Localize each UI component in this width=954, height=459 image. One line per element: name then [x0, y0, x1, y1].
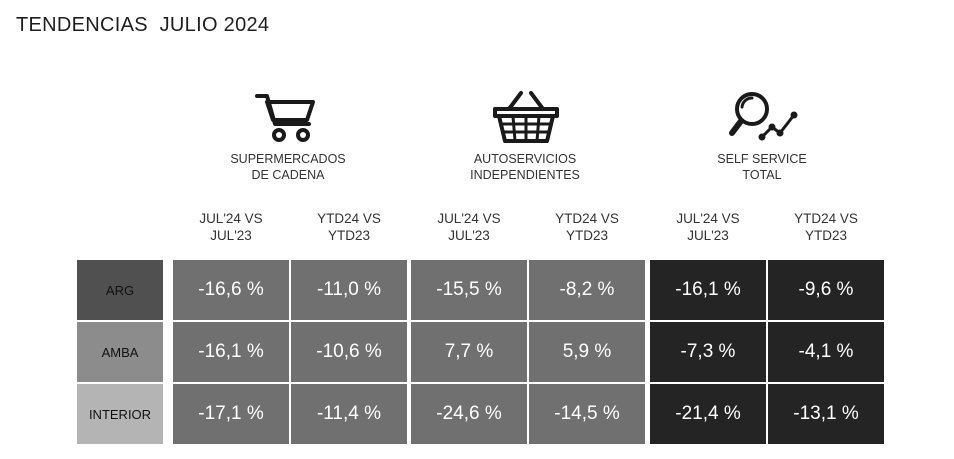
row-label-interior: INTERIOR [77, 384, 163, 444]
page-title: TENDENCIAS JULIO 2024 [16, 14, 270, 36]
column-header: YTD24 VS YTD23 [555, 211, 619, 243]
row-label-arg: ARG [77, 260, 163, 320]
value-cell: 7,7 % [411, 322, 527, 382]
value-cell: -13,1 % [768, 384, 884, 444]
group-label-autoservicios: AUTOSERVICIOS INDEPENDIENTES [470, 152, 580, 182]
group-label-self-service: SELF SERVICE TOTAL [717, 152, 807, 182]
column-header: JUL'24 VS JUL'23 [199, 211, 263, 243]
value-cell: -16,6 % [173, 260, 289, 320]
column-header: JUL'24 VS JUL'23 [437, 211, 501, 243]
shopping-cart-icon [248, 88, 324, 146]
value-cell: -11,0 % [291, 260, 407, 320]
value-cell: -11,4 % [291, 384, 407, 444]
row-label-amba: AMBA [77, 322, 163, 382]
value-cell: -21,4 % [650, 384, 766, 444]
column-header: JUL'24 VS JUL'23 [676, 211, 740, 243]
value-cell: -7,3 % [650, 322, 766, 382]
column-header: YTD24 VS YTD23 [317, 211, 381, 243]
value-cell: -24,6 % [411, 384, 527, 444]
value-cell: -10,6 % [291, 322, 407, 382]
value-cell: -9,6 % [768, 260, 884, 320]
value-cell: -17,1 % [173, 384, 289, 444]
value-cell: -14,5 % [529, 384, 645, 444]
magnifier-trend-icon [725, 88, 801, 146]
column-header: YTD24 VS YTD23 [794, 211, 858, 243]
value-cell: -8,2 % [529, 260, 645, 320]
shopping-basket-icon [488, 88, 564, 146]
value-cell: -4,1 % [768, 322, 884, 382]
group-label-supermercados: SUPERMERCADOS DE CADENA [230, 152, 346, 182]
value-cell: 5,9 % [529, 322, 645, 382]
value-cell: -16,1 % [173, 322, 289, 382]
value-cell: -15,5 % [411, 260, 527, 320]
value-cell: -16,1 % [650, 260, 766, 320]
